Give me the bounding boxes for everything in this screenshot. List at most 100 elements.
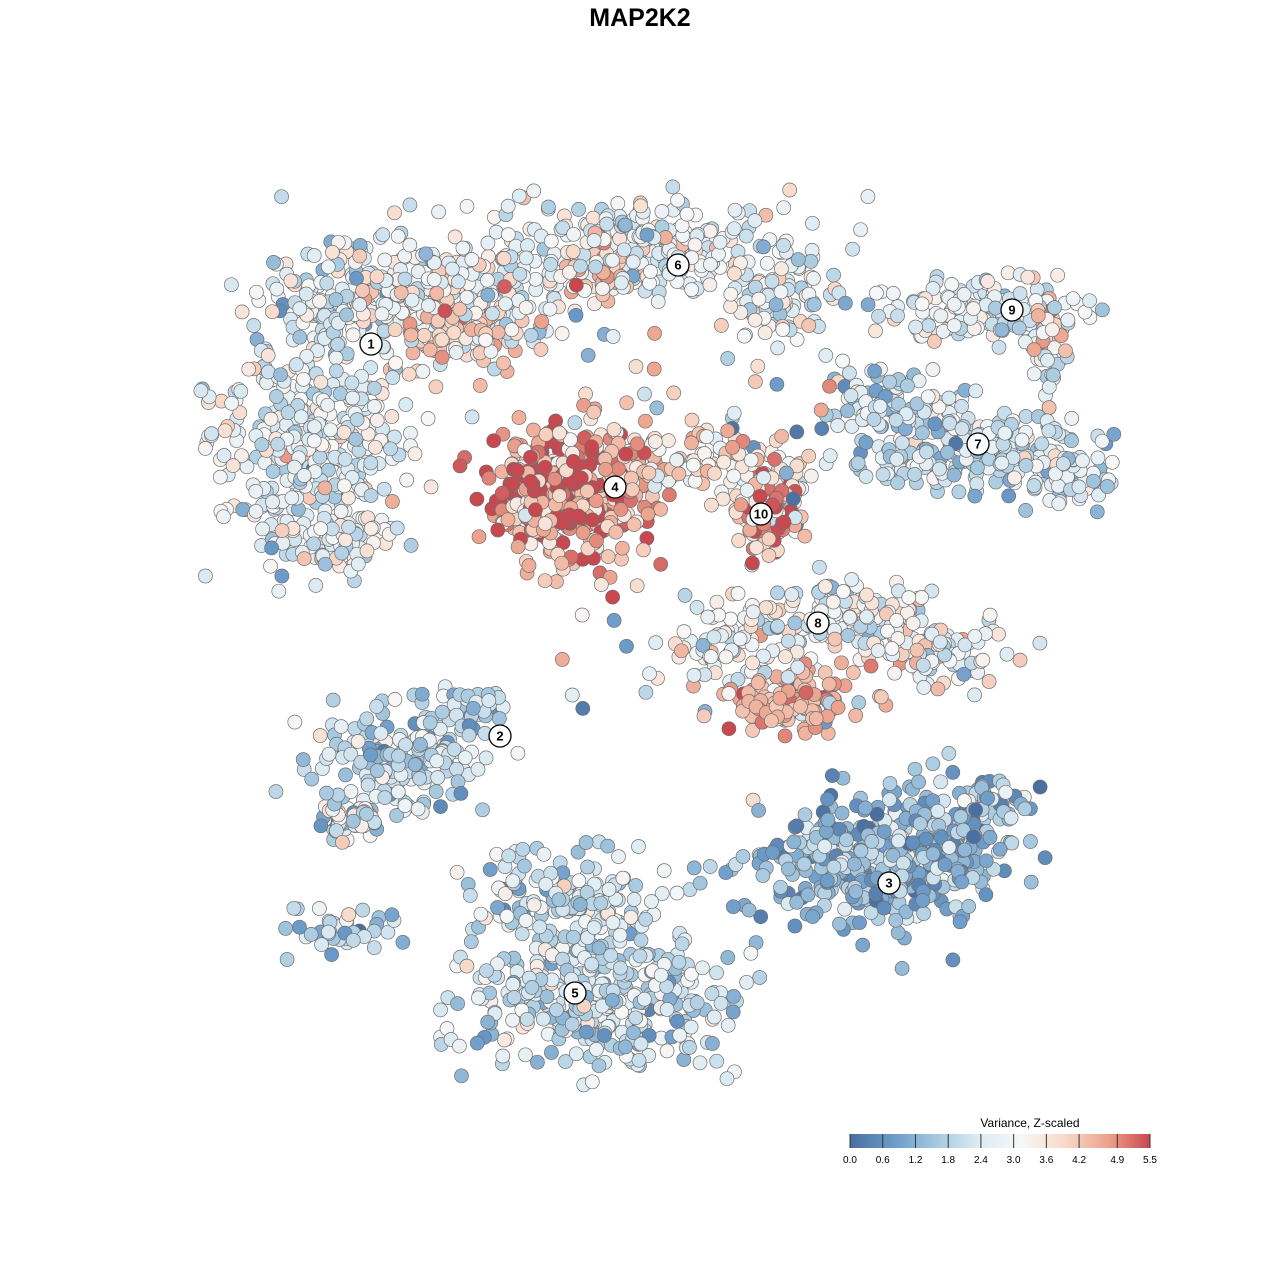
- data-point: [654, 886, 670, 901]
- data-point: [699, 429, 714, 445]
- data-point: [714, 318, 729, 333]
- data-point: [946, 318, 962, 333]
- data-point: [608, 524, 624, 540]
- legend-tick-label: 2.4: [974, 1155, 988, 1166]
- data-point: [967, 687, 982, 703]
- data-point: [591, 1058, 607, 1074]
- data-point: [509, 462, 525, 478]
- data-point: [641, 465, 657, 481]
- data-point: [748, 374, 763, 389]
- data-point: [248, 483, 264, 499]
- data-point: [835, 353, 851, 369]
- data-point: [597, 1028, 612, 1043]
- data-point: [571, 873, 587, 889]
- data-point: [363, 488, 379, 503]
- data-point: [524, 980, 540, 995]
- data-point: [368, 439, 383, 455]
- data-point: [1045, 367, 1061, 383]
- data-point: [464, 252, 480, 267]
- data-point: [345, 932, 361, 948]
- data-point: [957, 842, 973, 858]
- cluster-label-text: 8: [814, 616, 821, 631]
- data-point: [541, 199, 556, 215]
- data-point: [452, 1038, 467, 1054]
- data-point: [401, 366, 417, 382]
- data-point: [452, 301, 468, 317]
- data-point: [988, 300, 1003, 316]
- data-point: [1026, 342, 1042, 357]
- data-point: [312, 728, 328, 743]
- data-point: [613, 960, 628, 976]
- data-point: [629, 578, 645, 594]
- data-point: [822, 448, 838, 464]
- data-point: [725, 899, 741, 915]
- data-point: [926, 334, 942, 349]
- data-point: [610, 196, 626, 211]
- data-point: [907, 761, 923, 777]
- data-point: [568, 307, 584, 323]
- data-point: [1000, 265, 1016, 281]
- data-point: [753, 909, 769, 925]
- data-point: [611, 461, 626, 477]
- data-point: [999, 646, 1015, 662]
- data-point: [304, 771, 320, 787]
- data-point: [234, 304, 250, 320]
- data-point: [334, 545, 350, 561]
- data-point: [930, 681, 946, 697]
- data-point: [706, 1009, 722, 1025]
- data-point: [650, 294, 666, 310]
- data-point: [410, 264, 426, 280]
- data-point: [713, 995, 729, 1011]
- data-point: [341, 519, 356, 535]
- data-point: [586, 920, 602, 935]
- data-point: [434, 704, 450, 720]
- data-point: [845, 665, 861, 680]
- data-point: [429, 753, 445, 769]
- data-point: [891, 833, 906, 849]
- data-point: [363, 521, 379, 536]
- data-point: [601, 882, 617, 897]
- data-point: [519, 1011, 535, 1027]
- data-point: [505, 476, 521, 492]
- data-point: [414, 686, 430, 702]
- data-point: [274, 189, 289, 205]
- data-point: [633, 932, 649, 948]
- data-point: [830, 700, 846, 715]
- cluster-label-badge: [488, 724, 512, 748]
- data-point: [719, 1071, 735, 1087]
- data-point: [298, 286, 314, 302]
- data-point: [423, 479, 439, 495]
- data-point: [518, 250, 534, 266]
- data-point: [1032, 779, 1048, 795]
- data-point: [916, 906, 931, 921]
- data-point: [752, 488, 768, 504]
- data-point: [224, 277, 239, 293]
- data-point: [193, 383, 209, 399]
- data-point: [824, 768, 840, 783]
- data-point: [715, 491, 731, 507]
- cluster-label-badge: [749, 502, 773, 526]
- data-point: [413, 737, 428, 752]
- data-point: [410, 801, 426, 817]
- data-point: [941, 840, 957, 855]
- data-point: [863, 658, 879, 674]
- data-point: [887, 665, 902, 681]
- data-point: [308, 578, 324, 593]
- data-point: [585, 210, 601, 226]
- data-point: [567, 415, 583, 431]
- data-point: [628, 1010, 644, 1026]
- data-point: [994, 322, 1010, 338]
- legend-tick-label: 0.6: [876, 1155, 890, 1166]
- data-point: [1018, 503, 1034, 518]
- data-point: [426, 255, 442, 271]
- data-point: [803, 468, 819, 484]
- legend: Variance, Z-scaled 0.0 0.6 1.2 1.8 2.4 3.0 3.6…: [843, 1116, 1157, 1166]
- data-point: [739, 974, 754, 990]
- data-point: [416, 328, 432, 343]
- data-point: [538, 876, 554, 892]
- data-point: [751, 291, 767, 307]
- data-point: [669, 1014, 685, 1029]
- data-point: [769, 376, 785, 392]
- data-point: [580, 859, 595, 875]
- data-point: [858, 469, 874, 484]
